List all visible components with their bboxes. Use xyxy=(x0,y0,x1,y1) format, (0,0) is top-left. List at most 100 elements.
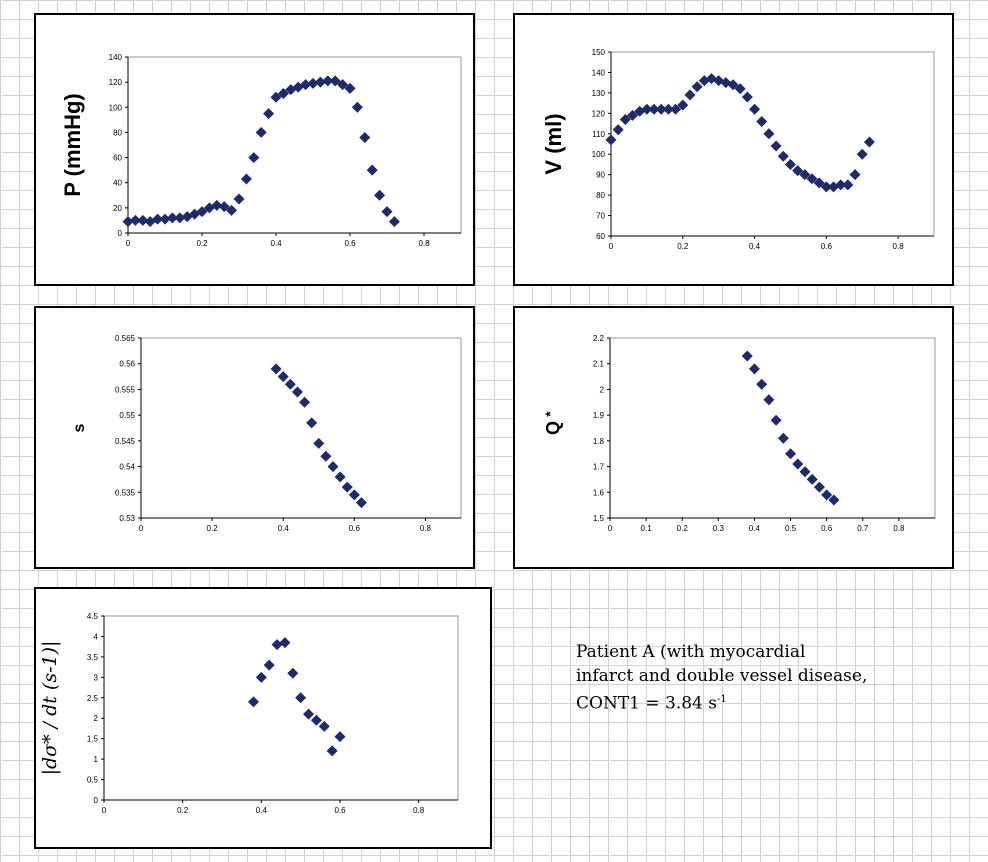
data-point xyxy=(627,109,639,121)
data-point xyxy=(322,75,334,87)
y-tick-label: 2 xyxy=(94,714,99,723)
data-point xyxy=(196,206,208,218)
y-tick-label: 2 xyxy=(600,385,605,394)
y-tick-label: 4.5 xyxy=(87,612,99,621)
x-tick-label: 0.3 xyxy=(713,524,725,533)
data-point xyxy=(327,461,339,473)
x-tick-label: 0.6 xyxy=(821,524,833,533)
data-point xyxy=(366,164,378,176)
x-tick-label: 0.8 xyxy=(893,524,905,533)
y-tick-label: 1.7 xyxy=(593,463,605,472)
chart-panel-dsigma: 0 0.5 1 1.5 2 2.5 3 3.5 4 4.5 0 0.2 0.4 0.6 0.8 |dσ* / … xyxy=(34,587,492,849)
data-point xyxy=(612,124,624,136)
data-point xyxy=(166,212,178,224)
plot-area-frame xyxy=(127,56,462,234)
data-point xyxy=(344,82,356,94)
y-tick-label: 0 xyxy=(94,796,99,805)
y-axis-label-star: * xyxy=(542,411,558,417)
data-point xyxy=(784,158,796,170)
data-point xyxy=(634,105,646,117)
y-axis-label: P (mmHg) xyxy=(60,93,85,197)
y-tick-label: 1.6 xyxy=(593,488,605,497)
data-point xyxy=(777,150,789,162)
y-tick-label: 0.54 xyxy=(119,463,135,472)
y-tick-label: 80 xyxy=(113,128,122,137)
data-point xyxy=(806,173,818,185)
chart-dsigma: 0 0.5 1 1.5 2 2.5 3 3.5 4 4.5 0 0.2 0.4 0.6 0.8 |dσ* / … xyxy=(39,612,459,815)
x-tick-label: 0.8 xyxy=(420,524,432,533)
data-point xyxy=(359,131,371,143)
x-tick-label: 0.2 xyxy=(196,239,208,248)
y-tick-label: 2.5 xyxy=(87,694,99,703)
data-point xyxy=(849,169,861,181)
chart-volume: 60 70 80 90 100 110 120 130 140 150 0 0.2 0.4 0.6 0.8 V… xyxy=(541,48,935,251)
y-tick-label: 120 xyxy=(109,78,123,87)
x-tick-label: 0.2 xyxy=(677,242,689,251)
x-tick-label: 0.4 xyxy=(749,524,761,533)
y-tick-label: 1 xyxy=(94,755,99,764)
y-tick-label: 2.2 xyxy=(593,334,605,343)
x-tick-label: 0 xyxy=(608,524,613,533)
data-point xyxy=(263,108,275,120)
x-tick-label: 0.6 xyxy=(334,806,346,815)
chart-pressure: 0 20 40 60 80 100 120 140 0 0.2 0.4 0.6 0.8 P (mmHg) xyxy=(60,53,462,248)
x-tick-label: 0.1 xyxy=(641,524,653,533)
data-point xyxy=(748,363,760,375)
data-point xyxy=(255,126,267,138)
data-point xyxy=(341,481,353,493)
data-point xyxy=(329,75,341,87)
data-point xyxy=(310,714,322,726)
caption-line-3: CONT1 = 3.84 s-1 xyxy=(576,688,956,716)
y-tick-label: 60 xyxy=(113,154,122,163)
y-tick-label: 120 xyxy=(592,109,606,118)
data-point xyxy=(670,103,682,115)
data-point xyxy=(713,75,725,87)
x-tick-label: 0.2 xyxy=(677,524,689,533)
data-point xyxy=(835,179,847,191)
data-point xyxy=(756,378,768,390)
y-tick-label: 80 xyxy=(596,191,605,200)
y-tick-label: 110 xyxy=(592,130,605,139)
data-point xyxy=(770,414,782,426)
data-point xyxy=(299,396,311,408)
data-point xyxy=(270,363,282,375)
x-tick-label: 0 xyxy=(609,242,614,251)
caption-line-3-sup: -1 xyxy=(717,694,727,705)
data-point xyxy=(662,103,674,115)
data-point xyxy=(263,659,275,671)
data-point xyxy=(763,394,775,406)
data-point xyxy=(306,417,318,429)
data-point xyxy=(821,489,833,501)
data-point xyxy=(247,696,259,708)
data-point xyxy=(374,189,386,201)
y-axis-label: V (ml) xyxy=(541,113,566,174)
data-point xyxy=(856,148,868,160)
data-point xyxy=(828,494,840,506)
data-point xyxy=(334,731,346,743)
data-point xyxy=(303,708,315,720)
data-point xyxy=(295,692,307,704)
x-tick-label: 0.6 xyxy=(349,524,361,533)
data-point xyxy=(792,165,804,177)
data-point xyxy=(300,79,312,91)
data-point xyxy=(799,169,811,181)
chart-panel-s: 0.53 0.535 0.54 0.545 0.55 0.555 0.56 0.565 0 0.2… xyxy=(34,306,475,569)
data-point xyxy=(749,103,761,115)
data-point xyxy=(727,79,739,91)
x-tick-label: 0.2 xyxy=(207,524,219,533)
y-tick-label: 0.5 xyxy=(87,776,99,785)
x-tick-label: 0.8 xyxy=(893,242,905,251)
y-tick-label: 2.1 xyxy=(593,360,605,369)
x-tick-label: 0.2 xyxy=(177,806,189,815)
data-point xyxy=(152,213,164,225)
data-point xyxy=(334,471,346,483)
x-tick-label: 0.4 xyxy=(270,239,282,248)
data-point xyxy=(734,83,746,95)
data-point xyxy=(307,77,319,89)
figure-caption: Patient A (with myocardial infarct and d… xyxy=(576,640,956,716)
y-tick-label: 0.53 xyxy=(119,514,135,523)
data-point xyxy=(388,216,400,228)
x-tick-label: 0.8 xyxy=(418,239,430,248)
data-point xyxy=(381,206,393,218)
plot-area-frame xyxy=(609,337,936,519)
